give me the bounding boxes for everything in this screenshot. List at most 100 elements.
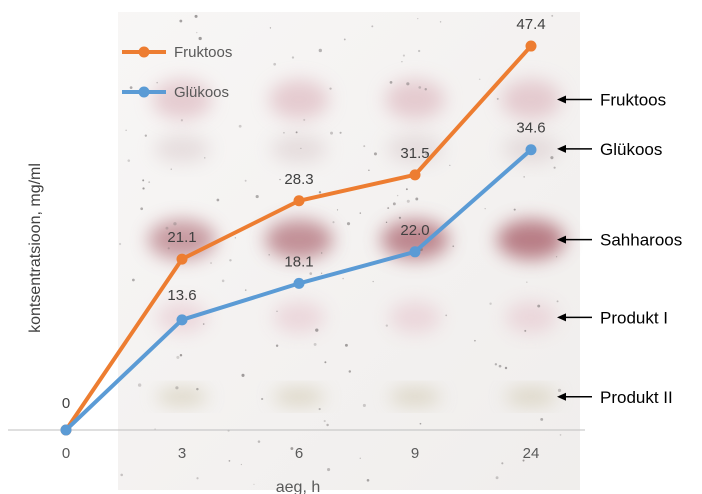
tlc-spot [381,219,449,260]
plate-speckle [273,62,277,66]
tlc-spot [154,134,210,163]
plate-speckle [156,81,158,84]
plate-speckle [385,324,388,327]
plate-speckle [196,31,198,34]
plate-speckle [424,88,427,91]
plate-speckle [346,222,351,226]
tlc-spot [505,388,557,405]
plate-speckle [406,82,410,86]
arrow-head-icon [557,95,566,104]
data-label: 34.6 [516,120,545,137]
plate-speckle [371,25,374,28]
plate-speckle [489,302,492,305]
data-point-glükoos [525,144,537,156]
annotation-label: Produkt I [600,308,668,327]
plate-speckle [194,14,198,18]
plate-speckle [120,473,123,477]
plate-speckle [387,207,390,210]
data-label: 28.3 [284,171,313,188]
x-tick-label: 24 [523,445,540,462]
data-label: 31.5 [400,145,429,162]
data-point-fruktoos [293,195,305,207]
plate-speckle [537,304,541,308]
plate-speckle [513,208,516,211]
plate-speckle [336,209,339,211]
plate-speckle [313,342,317,346]
plate-speckle [504,366,508,370]
legend-marker [138,46,150,58]
plate-speckle [210,262,213,264]
plate-speckle [523,176,526,178]
data-label: 47.4 [516,16,545,33]
plate-speckle [496,97,499,100]
plate-speckle [478,78,481,81]
tlc-spot [269,79,329,120]
plate-speckle [173,222,177,226]
plate-speckle [179,354,183,357]
plate-speckle [196,477,199,480]
plate-speckle [179,19,183,23]
plate-speckle [359,457,361,459]
plate-speckle [327,467,331,472]
plate-speckle [137,383,142,387]
tlc-spot [385,79,445,120]
plate-speckle [318,407,321,411]
x-tick-label: 6 [295,445,303,462]
plate-speckle [494,363,498,366]
plate-speckle [276,310,278,313]
plate-speckle [439,21,442,23]
annotation-label: Glükoos [600,140,662,159]
plate-speckle [402,54,405,57]
plate-speckle [320,252,323,254]
plate-speckle [540,417,544,421]
plate-speckle [445,314,448,317]
plate-speckle [118,242,122,246]
plate-speckle [557,388,562,393]
data-point-glükoos [293,277,305,289]
plate-speckle [238,124,242,128]
plate-speckle [234,237,237,239]
legend-marker [138,86,150,98]
plate-speckle [498,364,502,368]
legend-entry: Fruktoos [174,44,232,61]
plate-speckle [425,152,429,156]
plate-speckle [229,259,232,262]
plate-speckle [385,221,388,224]
tlc-spot [265,219,333,260]
arrow-head-icon [557,235,566,244]
arrow-head-icon [557,313,566,322]
plate-speckle [268,254,270,256]
plate-speckle [318,191,322,194]
tlc-spot [273,388,325,405]
plate-speckle [295,131,298,134]
plate-speckle [342,277,344,280]
plate-speckle [175,386,179,390]
plate-speckle [269,27,272,29]
plate-speckle [324,361,327,364]
plate-speckle [373,152,377,156]
plate-speckle [417,49,421,53]
plate-speckle [315,328,319,332]
plate-speckle [142,179,145,182]
plate-speckle [186,92,189,95]
arrow-head-icon [557,392,566,401]
data-point-glükoos [176,314,188,326]
plate-speckle [198,36,202,41]
plate-speckle [372,280,374,283]
plate-speckle [300,147,302,149]
plate-speckle [154,428,156,430]
tlc-spot [273,301,325,334]
plate-speckle [202,323,205,325]
x-tick-label: 0 [62,445,70,462]
tlc-spot [387,134,443,163]
plate-speckle [339,131,342,134]
plate-speckle [348,370,352,373]
plate-speckle [474,339,476,342]
plate-speckle [125,129,127,132]
plate-speckle [396,194,399,197]
plate-speckle [559,434,562,436]
plate-speckle [501,462,504,465]
tlc-spot [389,301,441,334]
plate-speckle [309,272,313,275]
plate-speckle [167,247,170,250]
